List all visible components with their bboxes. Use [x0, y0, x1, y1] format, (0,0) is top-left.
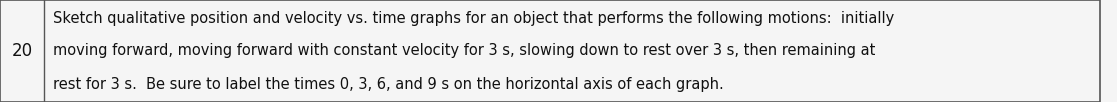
Text: moving forward, moving forward with constant velocity for 3 s, slowing down to r: moving forward, moving forward with cons… — [52, 43, 875, 59]
Text: 20: 20 — [11, 42, 32, 60]
Text: Sketch qualitative position and velocity vs. time graphs for an object that perf: Sketch qualitative position and velocity… — [52, 11, 894, 26]
Text: rest for 3 s.  Be sure to label the times 0, 3, 6, and 9 s on the horizontal axi: rest for 3 s. Be sure to label the times… — [52, 77, 724, 92]
